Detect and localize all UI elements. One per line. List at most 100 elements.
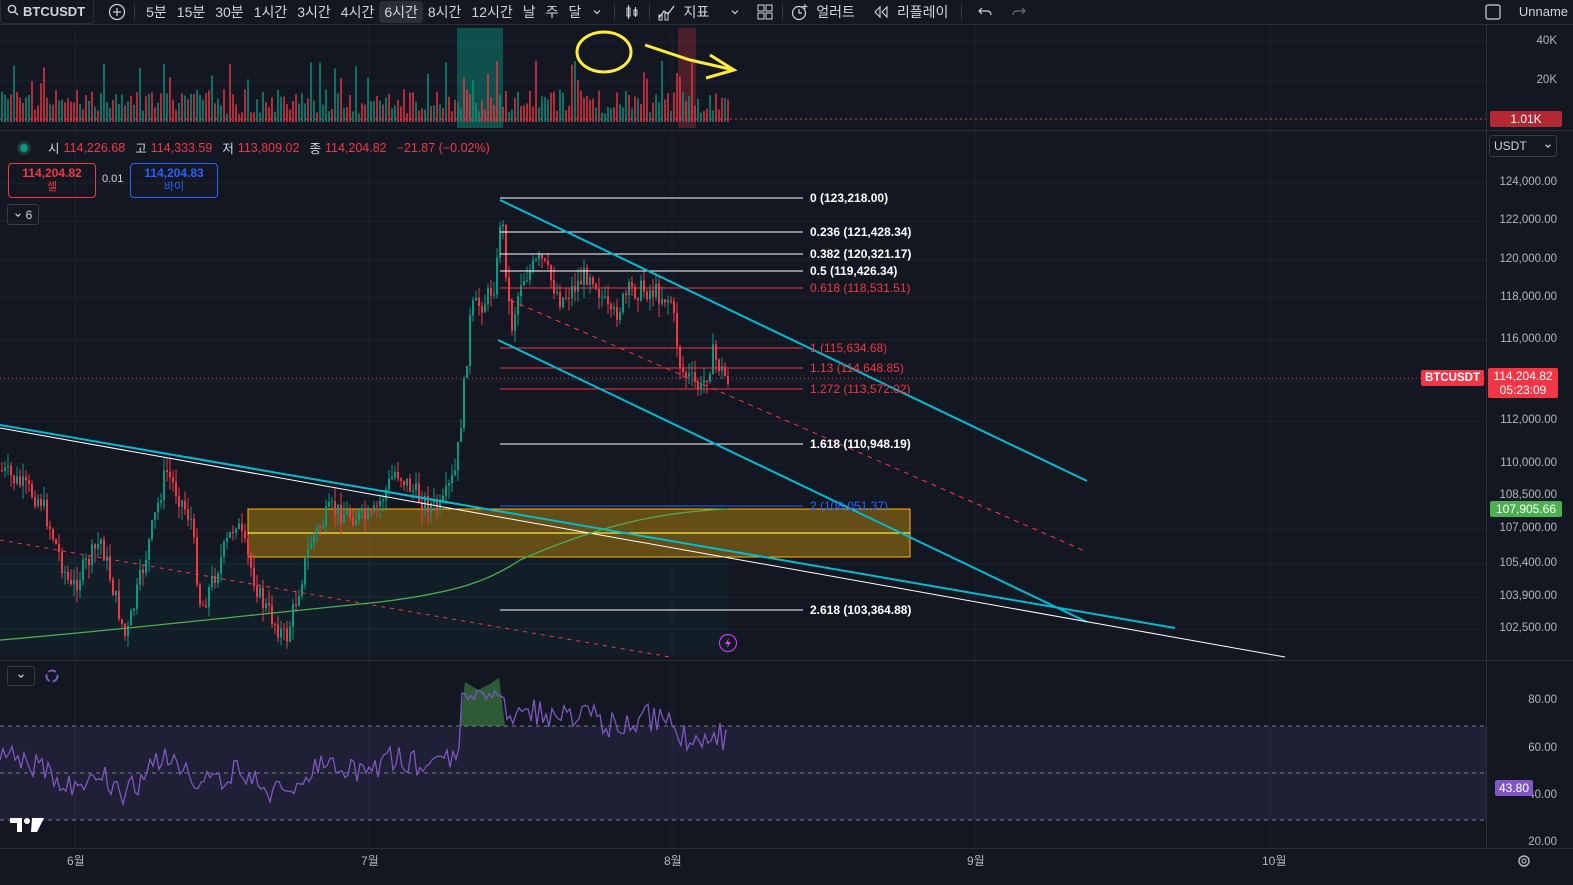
replay-rewind-icon[interactable]: [870, 1, 892, 23]
annotation-arrow: [644, 43, 735, 72]
candle-body: [58, 543, 60, 553]
indicators-button[interactable]: 지표: [683, 4, 710, 20]
volume-bar: [106, 102, 108, 122]
pane-separator[interactable]: [0, 660, 1573, 661]
interval-2[interactable]: 30분: [215, 4, 244, 20]
fib-level-label: 1.618 (110,948.19): [810, 437, 911, 451]
candle-body: [223, 541, 225, 557]
volume-bar: [358, 113, 360, 122]
currency-select[interactable]: USDT: [1489, 135, 1557, 157]
candle-body: [694, 372, 696, 382]
candle-body: [22, 476, 24, 486]
volume-bar: [481, 100, 483, 122]
volume-bar: [628, 94, 630, 122]
indicator-collapse-button[interactable]: 6: [7, 204, 39, 225]
volume-bar: [487, 73, 489, 122]
chevron-down-icon[interactable]: [586, 1, 608, 23]
volume-bar: [664, 99, 666, 122]
interval-10[interactable]: 주: [545, 4, 559, 20]
candle-body: [127, 625, 129, 636]
volume-bar: [187, 99, 189, 122]
volume-bars: [0, 28, 1486, 128]
candle-body: [343, 514, 345, 524]
interval-5[interactable]: 4시간: [340, 4, 375, 20]
candle-body: [727, 375, 729, 384]
candle-body: [52, 529, 54, 540]
price-candles: [1, 220, 729, 649]
low-value: 113,809.02: [237, 140, 300, 155]
layout-checkbox-icon[interactable]: [1482, 1, 1504, 23]
volume-bar: [256, 99, 258, 122]
compare-add-icon[interactable]: [106, 1, 128, 23]
volume-bar: [520, 106, 522, 122]
candle-body: [481, 306, 483, 313]
volume-bar: [271, 97, 273, 122]
tradingview-logo[interactable]: [10, 816, 44, 839]
candle-body: [226, 537, 228, 542]
chevron-down-icon: [1545, 144, 1551, 148]
rsi-collapse-button[interactable]: [7, 666, 35, 686]
indicators-icon[interactable]: [656, 1, 678, 23]
interval-8[interactable]: 12시간: [471, 4, 513, 20]
interval-7[interactable]: 8시간: [427, 4, 462, 20]
volume-bar: [661, 60, 663, 122]
candle-body: [247, 538, 249, 555]
separator: [134, 4, 136, 20]
candle-body: [496, 257, 498, 295]
fib-level-label: 0.236 (121,428.34): [810, 225, 912, 239]
volume-bar: [127, 101, 129, 122]
refresh-icon[interactable]: [44, 668, 60, 684]
volume-bar: [337, 93, 339, 122]
candle-body: [607, 296, 609, 305]
candle-body: [205, 605, 207, 608]
candle-body: [604, 296, 606, 298]
replay-button[interactable]: 리플레이: [896, 4, 949, 20]
volume-bar: [73, 102, 75, 122]
buy-button[interactable]: 114,204.83 바이: [130, 163, 218, 198]
candle-body: [676, 313, 678, 347]
redo-icon[interactable]: [1008, 1, 1030, 23]
candle-body: [568, 298, 570, 300]
candle-body: [313, 534, 315, 543]
volume-bar: [145, 96, 147, 122]
candle-body: [103, 539, 105, 561]
volume-bar: [388, 93, 390, 122]
rsi-value-tag: 43.80: [1495, 780, 1533, 796]
interval-9[interactable]: 날: [522, 4, 536, 20]
interval-3[interactable]: 1시간: [253, 4, 288, 20]
settings-gear-icon[interactable]: [1516, 853, 1532, 874]
alerts-button[interactable]: 얼러트: [816, 4, 855, 20]
symbol-search-button[interactable]: BTCUSDT: [0, 0, 95, 24]
volume-bar: [199, 94, 201, 122]
interval-11[interactable]: 달: [568, 4, 582, 20]
candle-body: [421, 502, 423, 511]
candle-style-icon[interactable]: [621, 1, 643, 23]
candle-body: [49, 526, 51, 530]
volume-bar: [331, 109, 333, 122]
templates-grid-icon[interactable]: [754, 1, 776, 23]
interval-4[interactable]: 3시간: [297, 4, 331, 20]
volume-bar: [97, 110, 99, 122]
price-axis-border: [1486, 24, 1487, 849]
volume-bar: [502, 106, 504, 122]
price-axis-label: 120,000.00: [1499, 253, 1557, 265]
volume-bar: [220, 105, 222, 122]
interval-0[interactable]: 5분: [146, 4, 167, 20]
chevron-down-icon[interactable]: [724, 1, 746, 23]
time-axis-border: [0, 848, 1573, 849]
candle-body: [220, 556, 222, 574]
candle-body: [418, 483, 420, 503]
interval-1[interactable]: 15분: [176, 4, 206, 20]
layout-name[interactable]: Unname: [1518, 4, 1568, 19]
candle-body: [436, 499, 438, 510]
alert-clock-icon[interactable]: [789, 1, 811, 23]
pane-separator[interactable]: [0, 130, 1573, 131]
undo-icon[interactable]: [974, 1, 996, 23]
sell-button[interactable]: 114,204.82 셀: [8, 163, 96, 198]
status-dot-icon[interactable]: [20, 143, 28, 152]
annotation-arrowhead: [705, 53, 738, 80]
interval-6[interactable]: 6시간: [379, 1, 423, 23]
volume-bar: [253, 112, 255, 122]
lightning-event-icon[interactable]: [719, 634, 737, 652]
